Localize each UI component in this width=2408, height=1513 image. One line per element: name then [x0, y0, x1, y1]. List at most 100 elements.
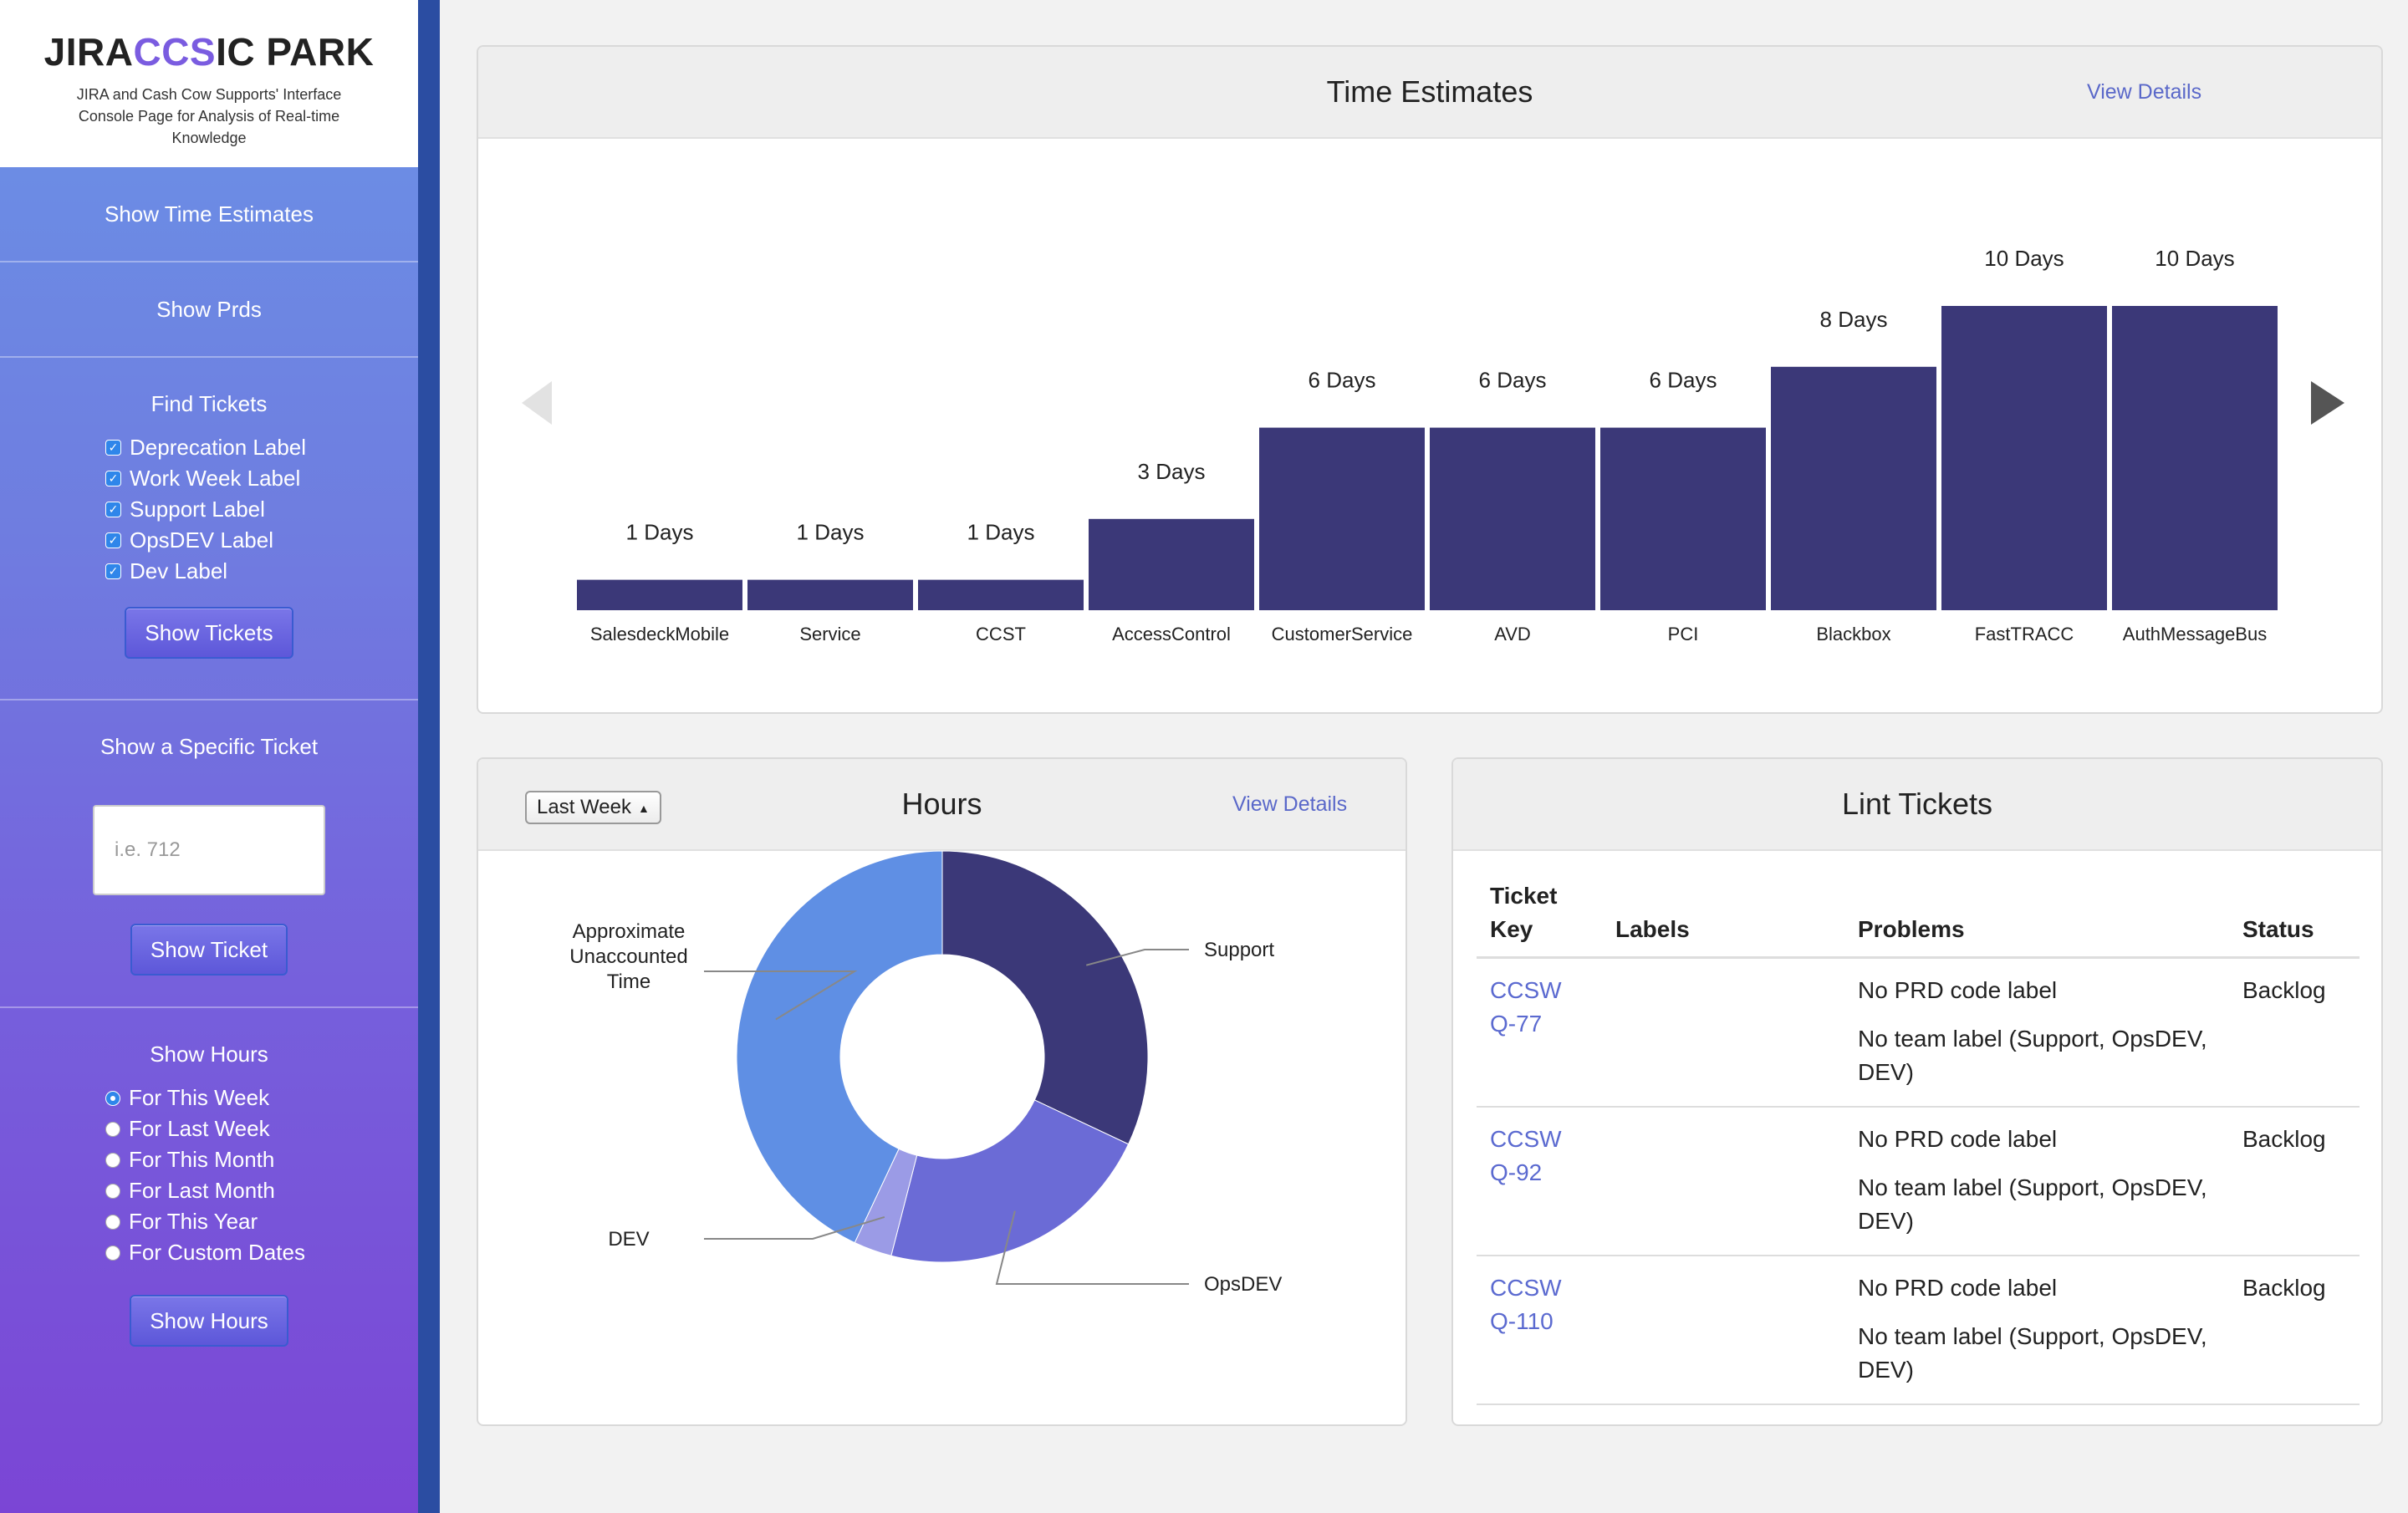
bar-customerservice[interactable] [1259, 427, 1425, 610]
status-cell: Backlog [2229, 957, 2360, 1108]
bar-avd[interactable] [1430, 427, 1595, 610]
hours-header: Last Week ▲︎ Hours View Details [478, 759, 1406, 851]
hours-radio-item[interactable]: For Last Week [105, 1113, 418, 1144]
bar-pci[interactable] [1600, 427, 1766, 610]
radio-unselected-icon[interactable] [105, 1152, 120, 1168]
labels-cell [1602, 1256, 1844, 1405]
donut-slice-support[interactable] [941, 850, 1149, 1145]
lint-tickets-header: Lint Tickets [1453, 759, 2381, 851]
select-updown-icon: ▲︎ [637, 801, 650, 815]
time-estimates-view-details-link[interactable]: View Details [2087, 80, 2202, 104]
problem-text: No PRD code label [1858, 1275, 2058, 1301]
table-row: CCSWQ-77 No PRD code label No team label (… [1477, 957, 2360, 1108]
ticket-number-field[interactable] [93, 805, 325, 895]
checkbox-checked-icon[interactable]: ✓ [105, 471, 121, 487]
table-header-row: Ticket Key Labels Problems Status [1477, 873, 2360, 959]
bar-category-label: FastTRACC [1975, 624, 2074, 644]
show-time-estimates-link[interactable]: Show Time Estimates [0, 167, 418, 262]
radio-unselected-icon[interactable] [105, 1183, 120, 1199]
ticket-key-link[interactable]: CCSWQ-92 [1490, 1126, 1562, 1185]
donut-slice-approximate-unaccounted-time[interactable] [736, 850, 943, 1244]
bar-value-label: 10 Days [1984, 246, 2064, 271]
checkbox-checked-icon[interactable]: ✓ [105, 532, 121, 548]
bar-value-label: 1 Days [626, 520, 694, 545]
label-checkbox-text: Deprecation Label [130, 435, 307, 460]
bar-authmessagebus[interactable] [2112, 306, 2278, 610]
find-tickets-section: Find Tickets ✓ Deprecation Label ✓ Work Wee… [0, 358, 418, 700]
bar-category-label: CCST [976, 624, 1026, 644]
label-checkbox-item[interactable]: ✓ Deprecation Label [105, 432, 418, 463]
bar-accesscontrol[interactable] [1089, 518, 1254, 610]
hours-panel: Last Week ▲︎ Hours View Details Support Op… [477, 757, 1407, 1426]
hours-radio-list: For This Week For Last Week For This Month… [105, 1083, 418, 1268]
checkbox-checked-icon[interactable]: ✓ [105, 502, 121, 517]
specific-ticket-section: Show a Specific Ticket Show Ticket [0, 700, 418, 1008]
radio-selected-icon[interactable] [105, 1090, 120, 1106]
hours-radio-item[interactable]: For This Month [105, 1144, 418, 1175]
ticket-key-cell: CCSWQ-92 [1477, 1107, 1602, 1256]
donut-leader-line [704, 970, 858, 1021]
problem-text: No PRD code label [1858, 977, 2058, 1003]
label-checkbox-list: ✓ Deprecation Label ✓ Work Week Label ✓ Suppo… [105, 432, 418, 587]
period-select-value: Last Week [537, 796, 631, 818]
bar-salesdeckmobile[interactable] [577, 579, 742, 610]
bar-value-label: 3 Days [1138, 459, 1206, 484]
carousel-next-arrow-icon[interactable] [2311, 381, 2344, 425]
hours-view-details-link[interactable]: View Details [1232, 792, 1348, 816]
labels-cell [1602, 1107, 1844, 1256]
ticket-key-link[interactable]: CCSWQ-77 [1490, 977, 1562, 1037]
bar-ccst[interactable] [918, 579, 1084, 610]
hours-radio-item[interactable]: For This Year [105, 1206, 418, 1237]
bar-category-label: PCI [1668, 624, 1699, 644]
bar-category-label: Blackbox [1816, 624, 1890, 644]
radio-unselected-icon[interactable] [105, 1121, 120, 1137]
bar-category-label: SalesdeckMobile [590, 624, 729, 644]
donut-leader-line [1085, 949, 1189, 966]
labels-cell [1602, 957, 1844, 1108]
show-prds-link[interactable]: Show Prds [0, 262, 418, 358]
show-hours-button[interactable]: Show Hours [130, 1295, 288, 1347]
label-checkbox-text: Work Week Label [130, 466, 301, 491]
ticket-number-input[interactable] [113, 838, 300, 863]
period-select[interactable]: Last Week ▲︎ [525, 791, 661, 824]
carousel-prev-arrow-icon[interactable] [522, 381, 552, 425]
donut-leader-line [995, 1210, 1189, 1285]
bar-fasttracc[interactable] [1941, 306, 2107, 610]
time-estimates-header: Time Estimates View Details [478, 47, 2381, 139]
bar-value-label: 1 Days [967, 520, 1035, 545]
bar-value-label: 1 Days [797, 520, 865, 545]
show-ticket-button[interactable]: Show Ticket [130, 924, 288, 976]
bar-blackbox[interactable] [1771, 366, 1936, 610]
hours-radio-item[interactable]: For Custom Dates [105, 1237, 418, 1268]
lint-tickets-table: Ticket Key Labels Problems Status CCSWQ-… [1477, 873, 2360, 1405]
hours-radio-item[interactable]: For Last Month [105, 1175, 418, 1206]
label-checkbox-item[interactable]: ✓ Support Label [105, 494, 418, 525]
show-tickets-button[interactable]: Show Tickets [125, 607, 293, 659]
label-checkbox-item[interactable]: ✓ OpsDEV Label [105, 525, 418, 556]
hours-radio-item[interactable]: For This Week [105, 1083, 418, 1113]
bar-value-label: 6 Days [1479, 368, 1547, 393]
app-logo-title: JIRACCSIC PARK [43, 30, 375, 74]
column-header-ticket-key: Ticket Key [1477, 873, 1602, 959]
problem-text: No team label (Support, OpsDEV, DEV) [1858, 1026, 2207, 1085]
time-estimates-panel: Time Estimates View Details 1 Days Salesd… [477, 45, 2383, 714]
column-header-status: Status [2229, 873, 2360, 959]
table-row: CCSWQ-92 No PRD code label No team label (… [1477, 1107, 2360, 1256]
checkbox-checked-icon[interactable]: ✓ [105, 440, 121, 456]
radio-unselected-icon[interactable] [105, 1245, 120, 1261]
ticket-key-cell: CCSWQ-110 [1477, 1256, 1602, 1405]
bar-service[interactable] [747, 579, 913, 610]
find-tickets-heading: Find Tickets [150, 391, 268, 416]
label-checkbox-item[interactable]: ✓ Work Week Label [105, 463, 418, 494]
label-checkbox-text: Support Label [130, 497, 265, 522]
hours-radio-text: For This Month [129, 1147, 275, 1172]
ticket-key-link[interactable]: CCSWQ-110 [1490, 1275, 1562, 1334]
ticket-key-cell: CCSWQ-77 [1477, 957, 1602, 1108]
bar-value-label: 8 Days [1820, 307, 1888, 332]
checkbox-checked-icon[interactable]: ✓ [105, 563, 121, 579]
radio-unselected-icon[interactable] [105, 1214, 120, 1230]
hours-title: Hours [901, 787, 982, 821]
hours-radio-text: For Last Month [129, 1178, 275, 1203]
donut-slice-opsdev[interactable] [890, 1099, 1130, 1263]
label-checkbox-item[interactable]: ✓ Dev Label [105, 556, 418, 587]
